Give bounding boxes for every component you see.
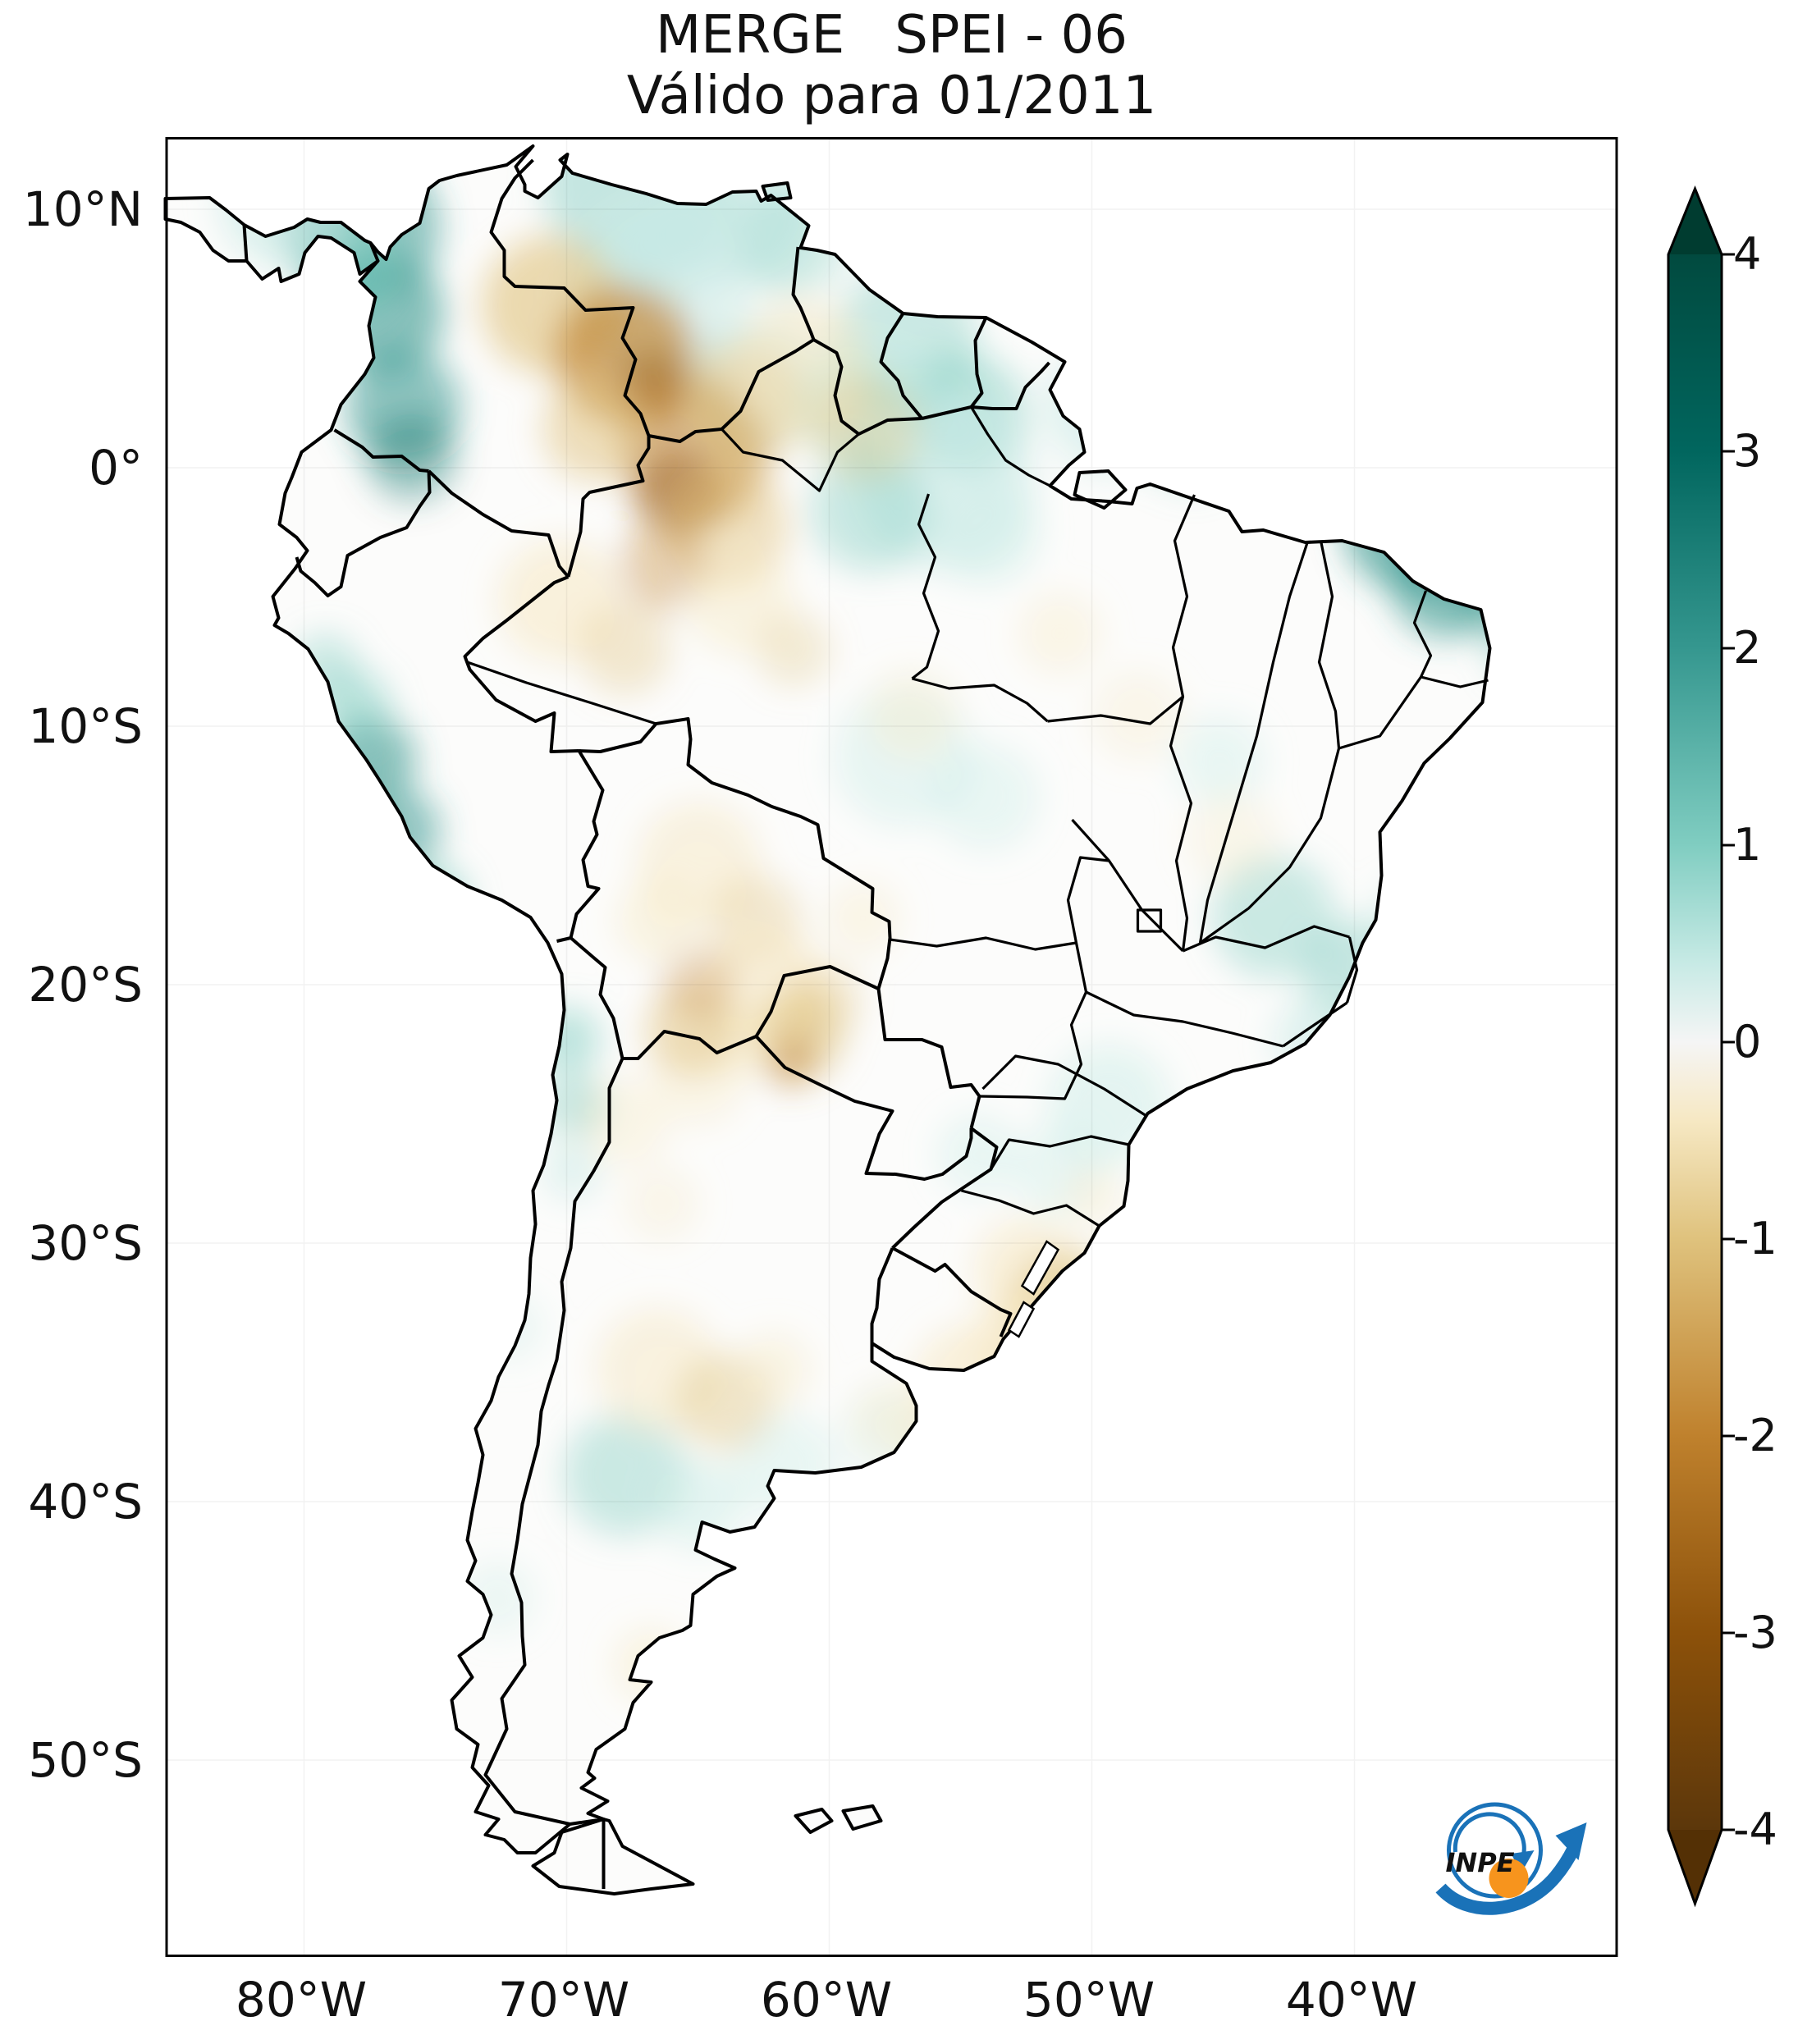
inpe-swirl-arrowhead-icon xyxy=(1511,1850,1535,1873)
cb-label-m3: -3 xyxy=(1733,1607,1777,1658)
colorbar-bottom-arrow xyxy=(1668,1830,1722,1904)
map-frame xyxy=(165,137,1618,1957)
lat-label-40s: 40°S xyxy=(28,1474,143,1530)
lat-label-20s: 20°S xyxy=(28,957,143,1013)
graticule xyxy=(165,137,1618,1957)
south-america-map: INPE xyxy=(163,137,1618,1957)
spei-colorbar xyxy=(1667,185,1735,1908)
spei-raster-field xyxy=(165,146,1490,1894)
title-line-1: MERGE SPEI - 06 xyxy=(656,5,1128,66)
lon-label-60w: 60°W xyxy=(760,1972,893,2028)
lat-label-10n: 10°N xyxy=(22,181,143,237)
cb-label-m2: -2 xyxy=(1733,1410,1777,1461)
lat-label-0: 0° xyxy=(89,440,143,496)
cb-label-0: 0 xyxy=(1733,1016,1762,1068)
lat-label-30s: 30°S xyxy=(28,1215,143,1271)
title-line-2: Válido para 01/2011 xyxy=(626,66,1157,127)
cb-label-3: 3 xyxy=(1733,425,1762,477)
inpe-big-arrow-icon xyxy=(1435,1845,1580,1915)
coastal-lagoons xyxy=(1007,1240,1060,1338)
inpe-logo: INPE xyxy=(1435,1802,1587,1915)
lon-label-40w: 40°W xyxy=(1285,1972,1418,2028)
cb-label-4: 4 xyxy=(1733,228,1762,280)
country-borders xyxy=(242,158,1050,1889)
state-borders xyxy=(466,406,1489,1228)
colorbar-ticks xyxy=(1722,253,1735,1831)
lon-label-50w: 50°W xyxy=(1023,1972,1155,2028)
inpe-logo-text: INPE xyxy=(1446,1847,1515,1878)
figure-title: MERGE SPEI - 06 Válido para 01/2011 xyxy=(162,5,1621,126)
cb-label-m1: -1 xyxy=(1733,1213,1777,1264)
inpe-swirl-icon xyxy=(1453,1812,1526,1859)
lon-label-70w: 70°W xyxy=(497,1972,630,2028)
lon-label-80w: 80°W xyxy=(235,1972,368,2028)
colorbar-gradient xyxy=(1668,254,1722,1830)
lat-label-10s: 10°S xyxy=(28,698,143,754)
inpe-big-arrowhead-icon xyxy=(1555,1822,1587,1860)
coastline xyxy=(163,144,1492,1895)
cb-label-1: 1 xyxy=(1733,819,1762,871)
cb-label-m4: -4 xyxy=(1733,1804,1777,1855)
inpe-outer-ring-icon xyxy=(1447,1802,1543,1899)
lat-label-50s: 50°S xyxy=(28,1732,143,1788)
inpe-orange-dot-icon xyxy=(1489,1859,1529,1898)
cb-label-2: 2 xyxy=(1733,622,1762,674)
colorbar-top-arrow xyxy=(1668,189,1722,254)
